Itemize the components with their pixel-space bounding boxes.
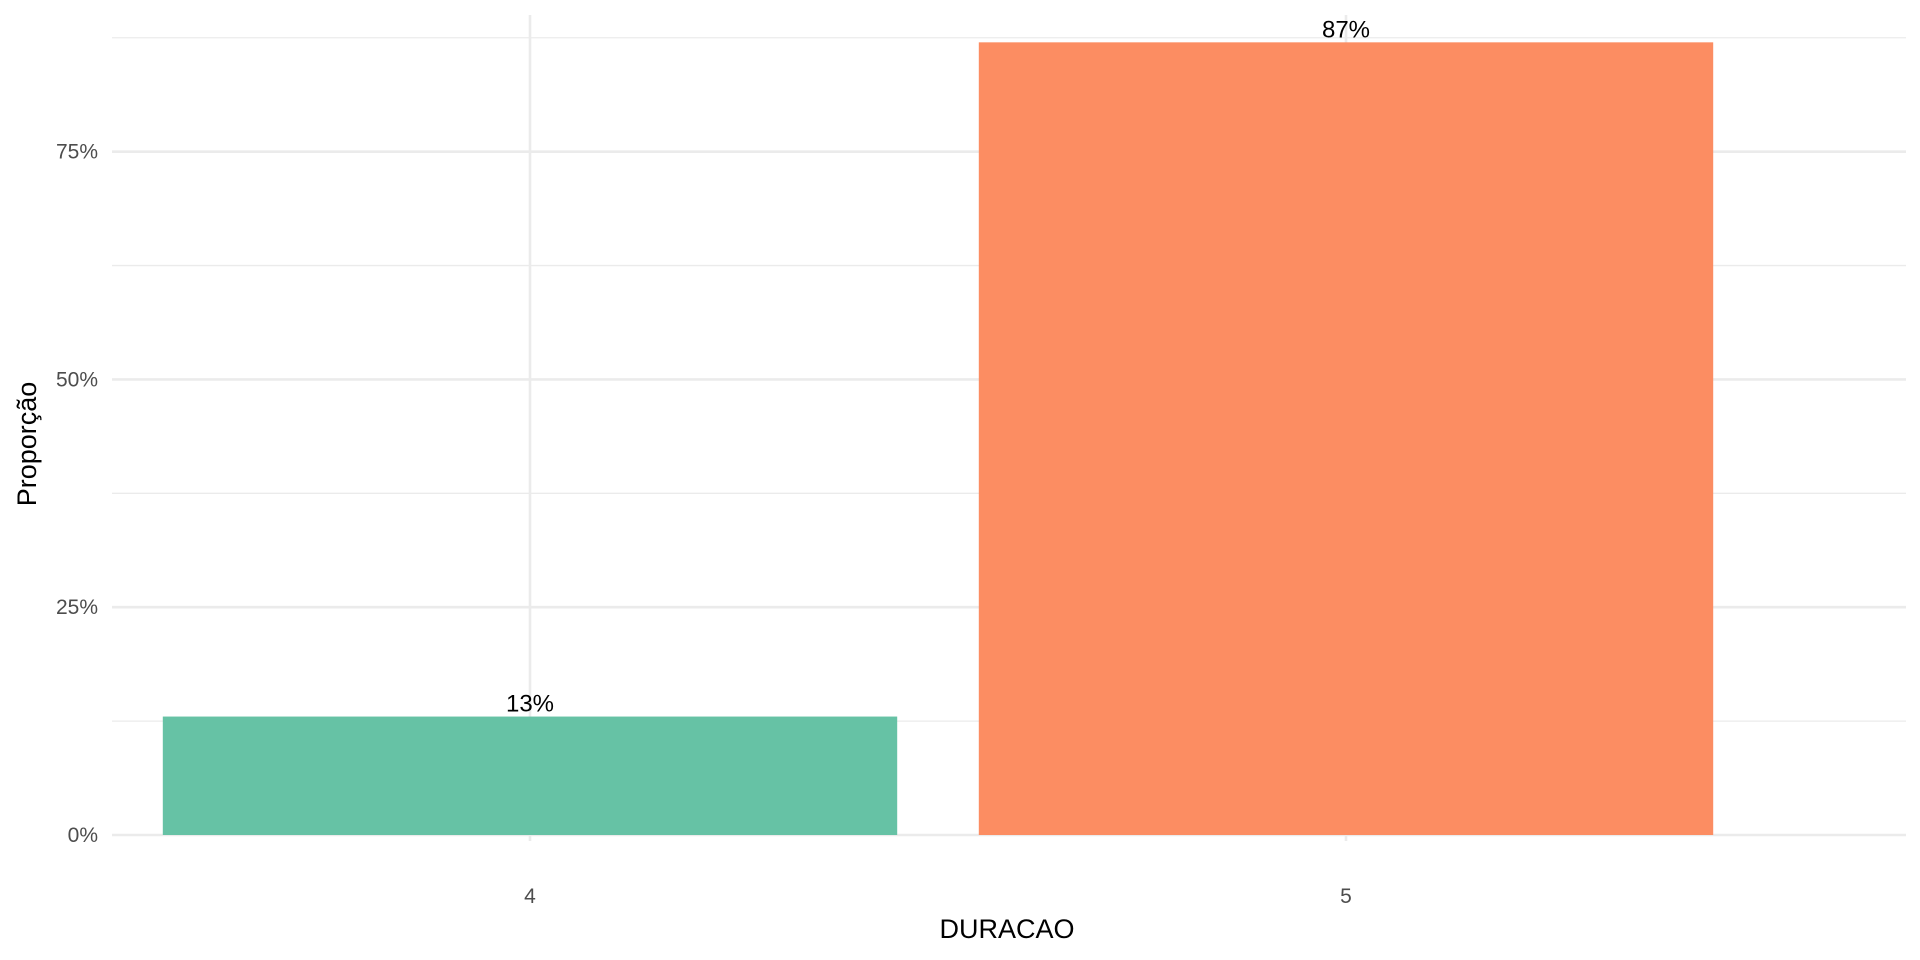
- x-axis-title: DURACAO: [939, 914, 1074, 944]
- y-tick-label-2: 50%: [56, 368, 98, 391]
- y-tick-label-1: 25%: [56, 596, 98, 619]
- y-axis-tick-labels: 0% 25% 50% 75%: [56, 141, 98, 847]
- data-label-4: 13%: [506, 691, 554, 718]
- x-tick-label-5: 5: [1340, 885, 1352, 908]
- bars: [162, 42, 1714, 836]
- y-tick-label-3: 75%: [56, 141, 98, 164]
- y-axis-title: Proporção: [12, 382, 42, 507]
- x-tick-label-4: 4: [524, 885, 536, 908]
- data-labels: 13% 87%: [506, 16, 1370, 717]
- bar-5: [978, 42, 1714, 836]
- y-tick-label-0: 0%: [68, 824, 98, 847]
- data-label-5: 87%: [1322, 16, 1370, 43]
- bar-4: [162, 716, 898, 835]
